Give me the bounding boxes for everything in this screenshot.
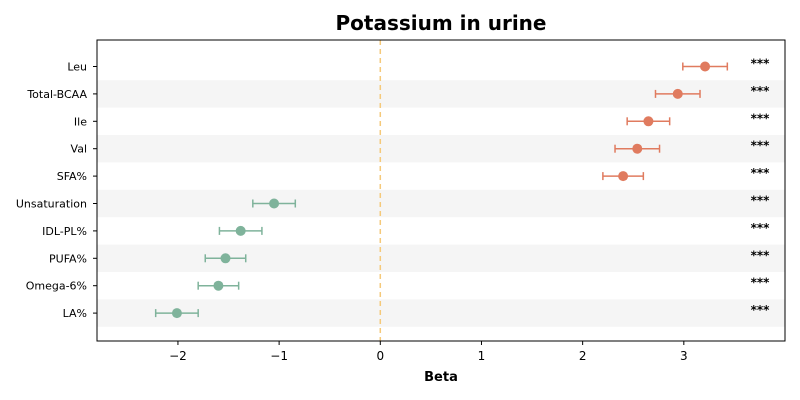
beta-point-IDL-PL%: [235, 225, 246, 236]
beta-point-SFA%: [618, 171, 629, 182]
chart-title: Potassium in urine: [336, 11, 547, 35]
x-tick-label: −1: [270, 349, 288, 363]
significance-marker: ***: [751, 194, 771, 208]
x-axis-label: Beta: [424, 370, 458, 385]
significance-marker: ***: [751, 221, 771, 235]
significance-marker: ***: [751, 57, 771, 71]
x-tick-label: −2: [169, 349, 187, 363]
significance-marker: ***: [751, 248, 771, 262]
significance-marker: ***: [751, 111, 771, 125]
y-tick-label: SFA%: [57, 170, 87, 183]
row-shade-band: [97, 244, 785, 272]
beta-point-LA%: [171, 308, 182, 319]
beta-point-Omega-6%: [213, 280, 224, 291]
x-tick-label: 3: [680, 349, 688, 363]
beta-point-Total-BCAA: [672, 88, 683, 99]
y-tick-label: Unsaturation: [16, 198, 87, 211]
beta-point-Val: [632, 143, 643, 154]
beta-point-PUFA%: [220, 253, 231, 264]
y-tick-label: LA%: [63, 307, 87, 320]
significance-marker: ***: [751, 276, 771, 290]
x-tick-label: 1: [478, 349, 486, 363]
significance-marker: ***: [751, 166, 771, 180]
y-tick-label: Ile: [74, 115, 87, 128]
row-shade-band: [97, 299, 785, 327]
significance-marker: ***: [751, 84, 771, 98]
beta-point-Ile: [643, 116, 654, 127]
significance-marker: ***: [751, 139, 771, 153]
beta-point-Unsaturation: [269, 198, 280, 209]
y-tick-label: Total-BCAA: [26, 88, 87, 101]
row-shade-band: [97, 189, 785, 218]
plot-frame: [96, 39, 786, 342]
x-tick-label: 2: [579, 349, 587, 363]
beta-point-Leu: [700, 61, 711, 72]
x-tick-label: 0: [376, 349, 384, 363]
y-tick-label: Omega-6%: [26, 280, 87, 293]
significance-marker: ***: [751, 303, 771, 317]
row-shade-band: [97, 135, 785, 163]
plot-area: Leu *** Total-BCAA *** Ile *** Val *** SFA% *** Un…: [16, 39, 786, 363]
y-tick-label: PUFA%: [49, 252, 87, 265]
y-tick-label: IDL-PL%: [42, 225, 87, 238]
y-tick-label: Val: [71, 143, 87, 156]
y-tick-label: Leu: [67, 61, 87, 74]
